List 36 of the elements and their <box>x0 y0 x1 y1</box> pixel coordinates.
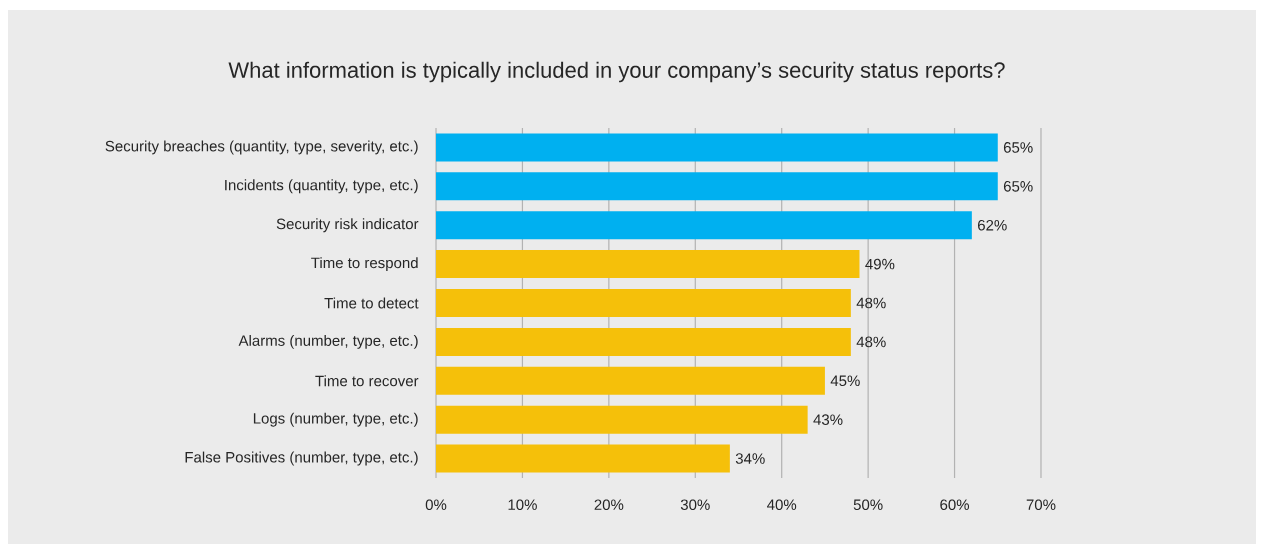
bar <box>436 327 851 356</box>
y-tick-label: Time to recover <box>315 375 419 387</box>
x-tick-label: 20% <box>594 499 624 511</box>
x-tick-label: 50% <box>853 499 883 511</box>
x-tick-label: 40% <box>767 499 797 511</box>
y-tick-label: Security breaches (quantity, type, severity, etc.) <box>105 140 418 155</box>
bar <box>436 133 998 162</box>
data-label: 48% <box>856 297 886 309</box>
x-tick-label: 30% <box>680 499 710 511</box>
data-label: 49% <box>865 258 895 270</box>
y-tick-label: Logs (number, type, etc.) <box>253 412 418 427</box>
data-label: 65% <box>1003 142 1033 153</box>
bar <box>436 405 808 434</box>
y-tick-label: Time to detect <box>324 297 419 309</box>
y-tick-label: Time to respond <box>311 257 418 272</box>
data-label: 43% <box>813 414 843 425</box>
y-tick-label: Security risk indicator <box>276 218 419 233</box>
data-label: 45% <box>830 375 860 387</box>
bar <box>436 366 825 395</box>
data-label: 34% <box>735 453 765 464</box>
bar <box>436 250 860 279</box>
bar <box>436 288 851 317</box>
x-tick-label: 0% <box>425 499 447 511</box>
y-tick-label: False Positives (number, type, etc.) <box>185 451 418 466</box>
bar <box>436 172 998 201</box>
data-label: 48% <box>856 336 886 348</box>
bar <box>436 444 730 473</box>
bar <box>436 211 972 240</box>
data-label: 65% <box>1003 181 1033 192</box>
x-tick-label: 70% <box>1026 499 1056 511</box>
y-tick-label: Alarms (number, type, etc.) <box>238 334 418 349</box>
x-tick-label: 60% <box>940 499 970 511</box>
data-label: 62% <box>978 219 1007 231</box>
y-tick-label: Incidents (quantity, type, etc.) <box>225 179 418 194</box>
x-tick-label: 10% <box>508 499 537 511</box>
chart-title: What information is typically included in your company’s security status reports? <box>228 61 1005 83</box>
